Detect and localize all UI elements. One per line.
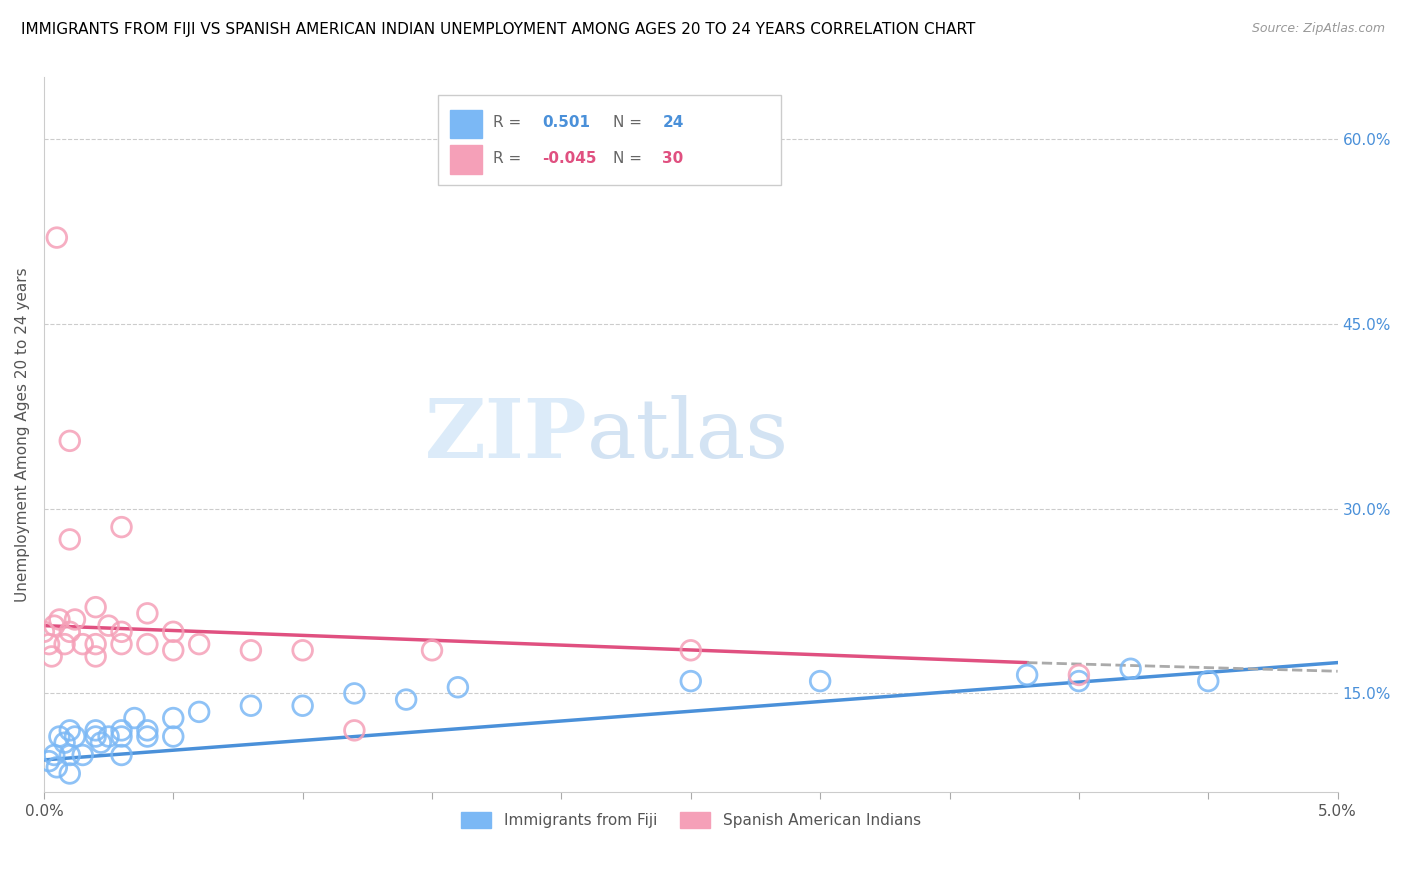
Point bbox=[59, 533, 82, 547]
Point bbox=[84, 649, 107, 664]
Point bbox=[97, 618, 120, 632]
Y-axis label: Unemployment Among Ages 20 to 24 years: Unemployment Among Ages 20 to 24 years bbox=[15, 268, 30, 602]
Point bbox=[291, 698, 314, 713]
Point bbox=[239, 643, 262, 657]
Point bbox=[136, 607, 159, 621]
Point bbox=[1067, 668, 1090, 682]
Text: atlas: atlas bbox=[588, 394, 789, 475]
Point bbox=[420, 643, 443, 657]
Point bbox=[136, 723, 159, 738]
Point bbox=[239, 698, 262, 713]
Point bbox=[447, 680, 470, 694]
Point bbox=[59, 434, 82, 448]
Point bbox=[1197, 674, 1219, 689]
Point bbox=[38, 637, 60, 651]
Point bbox=[84, 600, 107, 615]
Point bbox=[679, 643, 702, 657]
Text: R =: R = bbox=[494, 151, 522, 166]
Point bbox=[44, 618, 66, 632]
Text: 24: 24 bbox=[662, 115, 683, 130]
Bar bbox=[450, 145, 482, 174]
Point bbox=[63, 612, 86, 626]
Point bbox=[808, 674, 831, 689]
Point bbox=[59, 766, 82, 780]
Point bbox=[1017, 668, 1039, 682]
Point bbox=[291, 643, 314, 657]
Point bbox=[53, 637, 76, 651]
Point bbox=[84, 637, 107, 651]
Text: 0.501: 0.501 bbox=[541, 115, 591, 130]
Text: ZIP: ZIP bbox=[425, 394, 588, 475]
Point bbox=[90, 736, 112, 750]
Point bbox=[63, 730, 86, 744]
Point bbox=[1067, 674, 1090, 689]
Point bbox=[84, 723, 107, 738]
Point bbox=[110, 730, 132, 744]
Point bbox=[59, 723, 82, 738]
Point bbox=[110, 637, 132, 651]
Text: -0.045: -0.045 bbox=[541, 151, 596, 166]
Text: Source: ZipAtlas.com: Source: ZipAtlas.com bbox=[1251, 22, 1385, 36]
Point bbox=[97, 730, 120, 744]
Point bbox=[162, 624, 184, 639]
Point bbox=[84, 730, 107, 744]
Text: N =: N = bbox=[613, 115, 643, 130]
Point bbox=[59, 747, 82, 762]
Point bbox=[162, 711, 184, 725]
Point bbox=[45, 230, 67, 244]
Text: N =: N = bbox=[613, 151, 643, 166]
Point bbox=[44, 747, 66, 762]
Legend: Immigrants from Fiji, Spanish American Indians: Immigrants from Fiji, Spanish American I… bbox=[454, 806, 927, 834]
Point bbox=[45, 760, 67, 774]
Point bbox=[110, 747, 132, 762]
Point bbox=[32, 624, 55, 639]
Point bbox=[162, 730, 184, 744]
Point bbox=[38, 754, 60, 768]
Point bbox=[136, 730, 159, 744]
Point bbox=[136, 637, 159, 651]
Point bbox=[1119, 662, 1142, 676]
Point bbox=[48, 612, 70, 626]
Text: IMMIGRANTS FROM FIJI VS SPANISH AMERICAN INDIAN UNEMPLOYMENT AMONG AGES 20 TO 24: IMMIGRANTS FROM FIJI VS SPANISH AMERICAN… bbox=[21, 22, 976, 37]
Point bbox=[124, 711, 146, 725]
Point bbox=[41, 649, 63, 664]
Point bbox=[72, 637, 94, 651]
Point bbox=[110, 624, 132, 639]
Point bbox=[188, 637, 211, 651]
FancyBboxPatch shape bbox=[439, 95, 782, 185]
Bar bbox=[450, 110, 482, 138]
Point bbox=[679, 674, 702, 689]
Point bbox=[48, 730, 70, 744]
Point bbox=[343, 686, 366, 700]
Point bbox=[395, 692, 418, 706]
Text: R =: R = bbox=[494, 115, 522, 130]
Point bbox=[188, 705, 211, 719]
Point bbox=[59, 624, 82, 639]
Point bbox=[110, 723, 132, 738]
Point bbox=[343, 723, 366, 738]
Text: 30: 30 bbox=[662, 151, 683, 166]
Point bbox=[162, 643, 184, 657]
Point bbox=[110, 520, 132, 534]
Point bbox=[72, 747, 94, 762]
Point bbox=[53, 736, 76, 750]
